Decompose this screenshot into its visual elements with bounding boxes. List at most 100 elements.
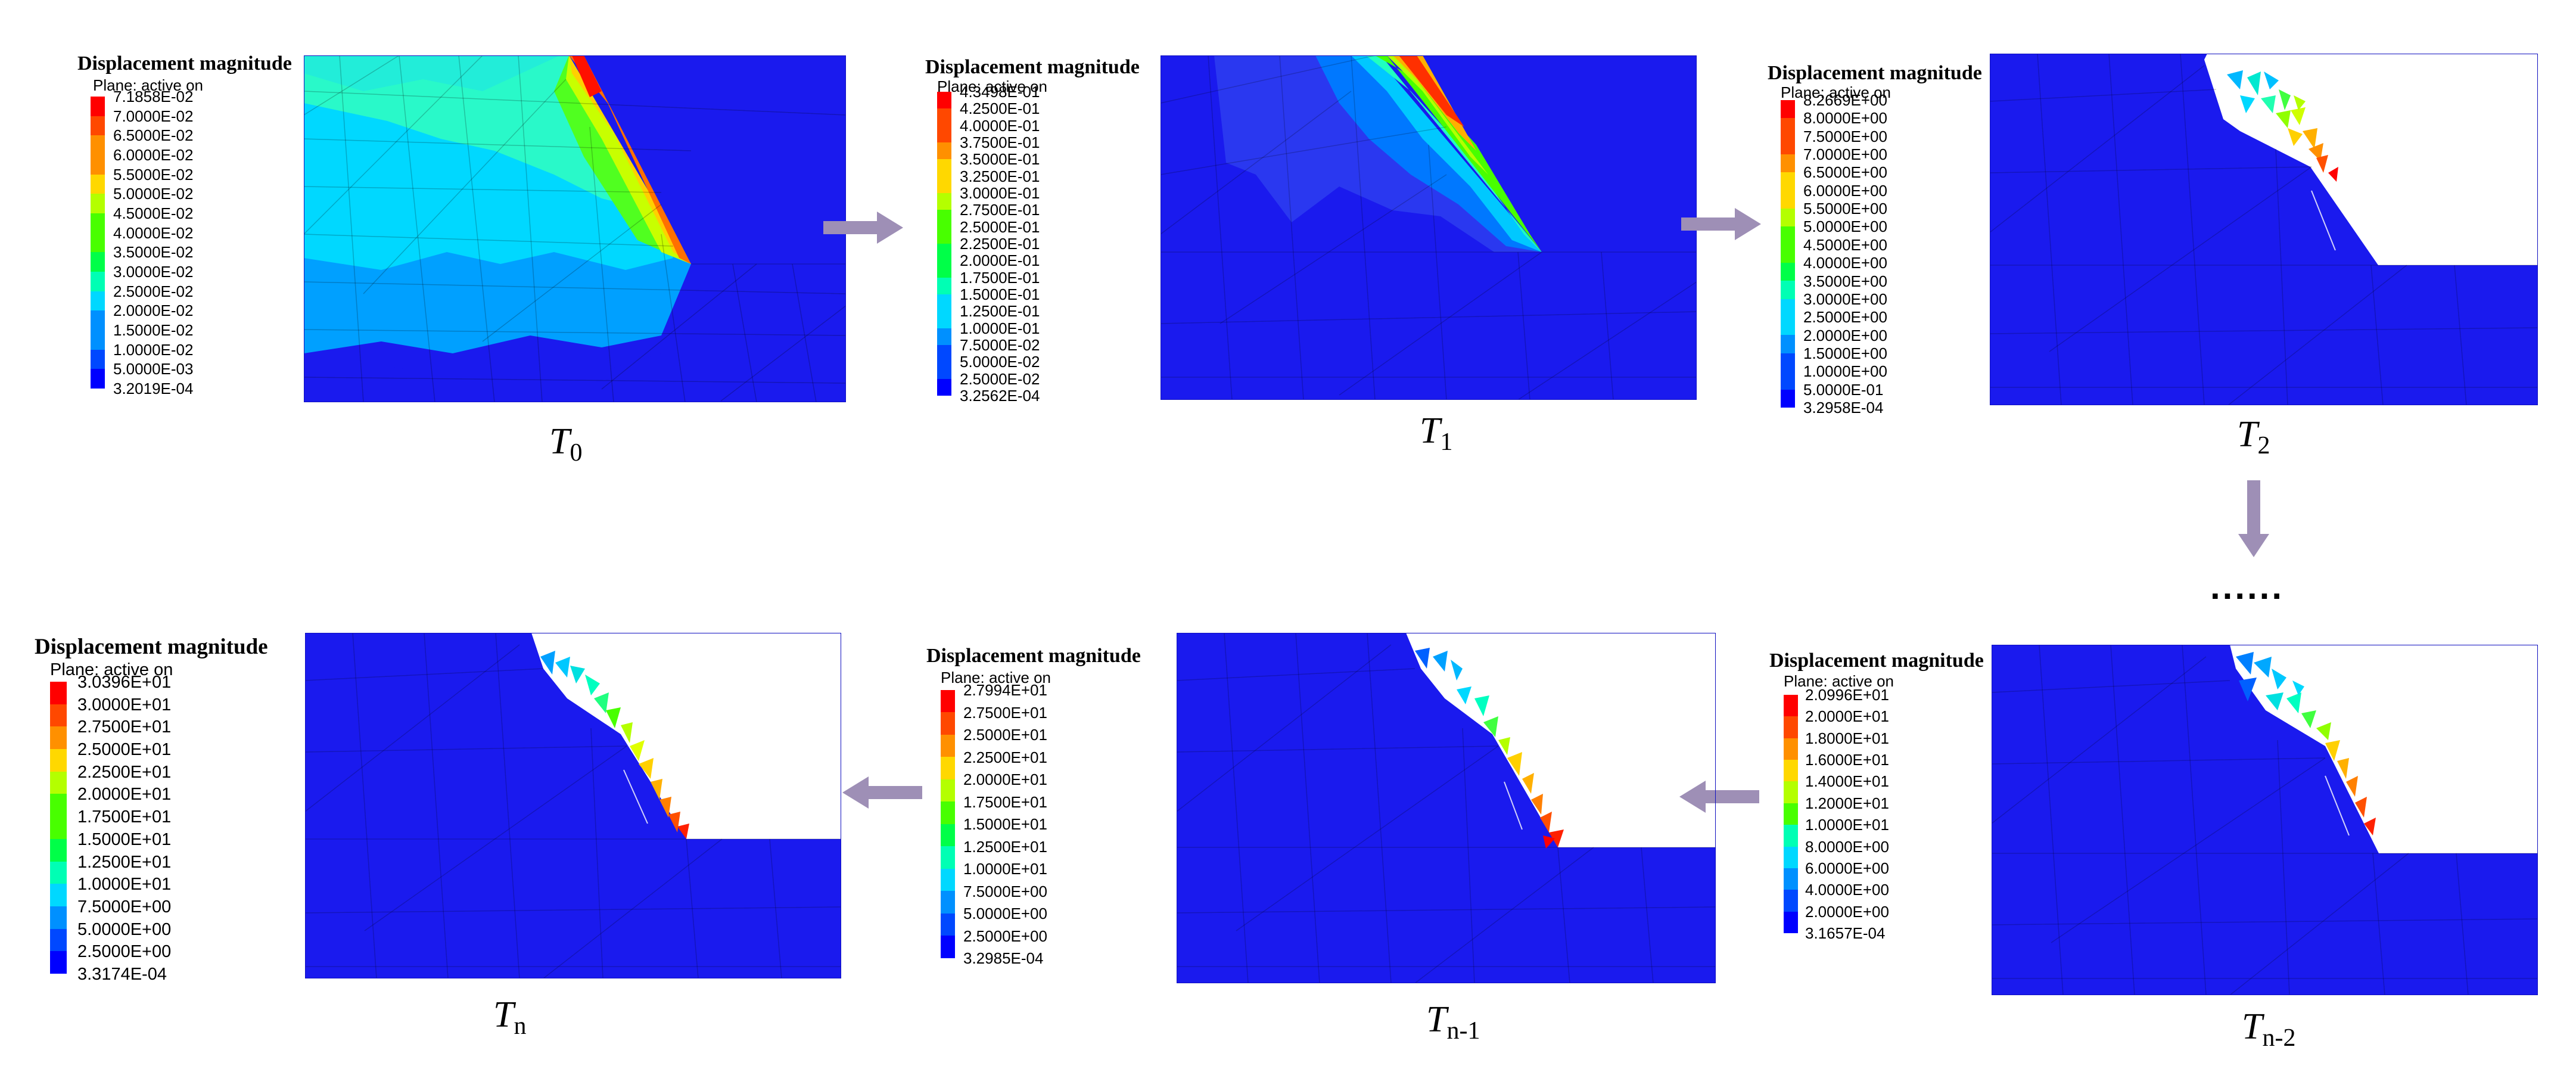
tick-label: 3.1657E-04 <box>1805 924 1886 942</box>
slope-mesh-t0 <box>304 55 846 402</box>
legend-title: Displacement magnitude <box>1769 650 1984 672</box>
tick-label: 3.2500E-01 <box>960 167 1040 185</box>
tick-label: 4.0000E+00 <box>1803 254 1887 272</box>
legend-plane-text: Plane: active on <box>1784 672 1894 690</box>
tick-label: 6.5000E-02 <box>113 126 194 145</box>
color-scale-segment <box>91 194 105 213</box>
color-scale-segment <box>937 344 951 362</box>
tick-label: 1.0000E+01 <box>1805 816 1889 834</box>
tick-label: 2.0000E+01 <box>1805 707 1889 726</box>
color-scale-bar <box>50 682 67 974</box>
tick-label: 3.0000E+00 <box>1803 290 1887 308</box>
time-label-t0: T0 <box>549 421 582 467</box>
color-scale-segment <box>941 734 955 757</box>
color-scale-segment <box>941 779 955 802</box>
tick-label: 2.5000E+00 <box>963 927 1047 945</box>
color-scale-segment <box>1781 209 1795 227</box>
color-scale-segment <box>1784 846 1798 868</box>
slope-mesh-tn-1 <box>1177 633 1716 983</box>
tick-label: 3.5000E-01 <box>960 150 1040 169</box>
tick-label: 5.0000E+00 <box>963 905 1047 922</box>
tick-label: 1.4000E+01 <box>1805 772 1889 791</box>
color-scale-segment <box>1781 281 1795 299</box>
color-scale-segment <box>91 369 105 389</box>
tick-label: 6.0000E+00 <box>1805 859 1889 877</box>
tick-label: 2.7500E+01 <box>77 717 172 737</box>
color-scale-segment <box>50 726 67 750</box>
tick-label: 5.5000E-02 <box>113 165 194 184</box>
slope-mesh-t1 <box>1161 55 1697 400</box>
slope-mesh-t2 <box>1990 54 2538 405</box>
tick-label: 3.0000E-02 <box>113 263 194 281</box>
color-scale-segment <box>50 749 67 772</box>
color-scale-segment <box>91 232 105 253</box>
tick-label: 3.0000E-01 <box>960 184 1040 202</box>
color-scale-segment <box>91 116 105 136</box>
color-scale-bar <box>937 92 951 396</box>
tick-label: 4.0000E+00 <box>1805 881 1889 899</box>
time-label-letter: T <box>493 995 514 1035</box>
color-scale-segment <box>1784 695 1798 717</box>
color-scale-segment <box>1784 803 1798 825</box>
color-scale-segment <box>937 226 951 244</box>
color-scale-bar <box>1781 100 1795 408</box>
legend-plane-text: Plane: active on <box>50 660 173 679</box>
falling-blocks <box>540 651 689 839</box>
tick-label: 3.0396E+01 <box>77 673 172 692</box>
arrow-left-2 <box>842 776 922 809</box>
tick-label: 2.0000E+00 <box>1805 902 1889 921</box>
color-scale-segment <box>50 861 67 884</box>
color-scale-segment <box>937 294 951 312</box>
color-scale-segment <box>1781 118 1795 136</box>
tick-label: 3.5000E+00 <box>1803 272 1887 290</box>
tick-label: 2.2500E-01 <box>960 235 1040 253</box>
tick-label: 7.1858E-02 <box>113 88 194 105</box>
color-scale-segment <box>50 928 67 952</box>
color-scale-segment <box>1781 389 1795 408</box>
color-scale-segment <box>937 142 951 160</box>
color-scale-segment <box>937 108 951 126</box>
slope-mesh-tn-2 <box>1992 645 2538 995</box>
time-label-subscript: n <box>514 1012 527 1040</box>
tick-label: 1.0000E-01 <box>960 319 1040 337</box>
color-scale-segment <box>1781 226 1795 245</box>
color-scale-segment <box>937 311 951 328</box>
time-label-tn-2: Tn-2 <box>2242 1006 2295 1052</box>
time-label-subscript: 2 <box>2257 432 2270 459</box>
tick-label: 1.5000E+00 <box>1803 344 1887 362</box>
tick-label: 3.2562E-04 <box>960 387 1040 405</box>
time-label-subscript: 1 <box>1440 428 1453 456</box>
tick-label: 6.5000E+00 <box>1803 163 1887 182</box>
legend-tn-1: Displacement magnitude Plane: active on … <box>926 645 1177 967</box>
legend-plane-text: Plane: active on <box>1781 83 1891 101</box>
color-scale-segment <box>1781 154 1795 173</box>
color-scale-segment <box>941 936 955 958</box>
tick-label: 8.0000E+00 <box>1805 837 1889 856</box>
tick-label: 1.2500E-01 <box>960 302 1040 321</box>
tick-label: 6.0000E+00 <box>1803 181 1887 200</box>
tick-label: 4.5000E+00 <box>1803 235 1887 254</box>
tick-label: 1.5000E-01 <box>960 285 1040 303</box>
color-scale-segment <box>91 330 105 350</box>
tick-label: 3.7500E-01 <box>960 133 1040 151</box>
color-scale-segment <box>937 92 951 109</box>
time-label-letter: T <box>549 421 570 462</box>
legend-tn-2: Displacement magnitude Plane: active on … <box>1769 650 2008 947</box>
arrow-right-2 <box>1681 208 1761 240</box>
tick-label: 2.0000E+00 <box>1803 326 1887 344</box>
tick-label: 2.0000E-01 <box>960 251 1040 270</box>
tick-label: 4.5000E-02 <box>113 204 194 222</box>
tick-label: 8.0000E+00 <box>1803 109 1887 128</box>
time-label-t1: T1 <box>1420 410 1452 456</box>
tick-label: 2.7500E+01 <box>963 703 1047 722</box>
color-scale-segment <box>1784 911 1798 933</box>
color-scale-segment <box>1781 335 1795 353</box>
legend-t0: Displacement magnitude Plane: active on … <box>77 52 304 398</box>
color-scale-bar <box>91 97 105 389</box>
tick-label: 1.7500E+01 <box>77 807 172 827</box>
tick-label: 3.0000E+01 <box>77 695 172 714</box>
arrow-down <box>2238 480 2269 557</box>
falling-blocks <box>2236 652 2376 835</box>
tick-label: 7.0000E-02 <box>113 107 194 125</box>
color-scale-segment <box>1784 890 1798 912</box>
